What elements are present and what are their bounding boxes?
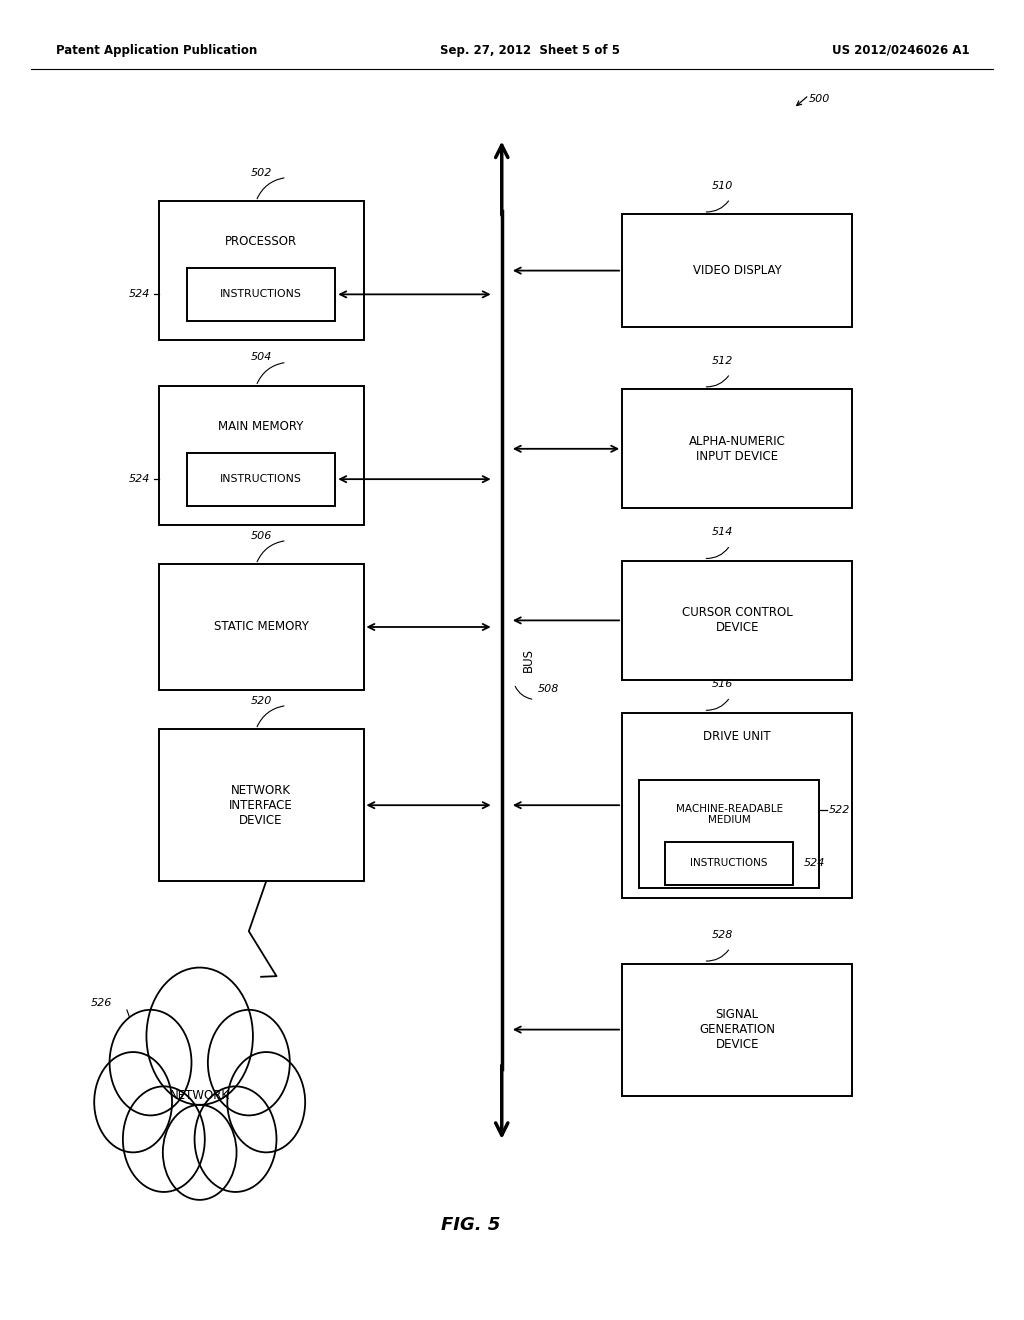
Text: 514: 514 — [712, 527, 733, 537]
Text: 528: 528 — [712, 929, 733, 940]
Bar — [159, 729, 364, 882]
Text: Patent Application Publication: Patent Application Publication — [56, 44, 258, 57]
Bar — [622, 214, 852, 326]
Text: INSTRUCTIONS: INSTRUCTIONS — [220, 289, 302, 300]
Text: INSTRUCTIONS: INSTRUCTIONS — [690, 858, 768, 869]
Text: 516: 516 — [712, 678, 733, 689]
Text: US 2012/0246026 A1: US 2012/0246026 A1 — [833, 44, 970, 57]
Text: 506: 506 — [251, 531, 272, 541]
Circle shape — [208, 1010, 290, 1115]
Bar — [159, 201, 364, 339]
Text: 522: 522 — [829, 805, 850, 816]
Text: SIGNAL
GENERATION
DEVICE: SIGNAL GENERATION DEVICE — [699, 1008, 775, 1051]
Text: FIG. 5: FIG. 5 — [441, 1216, 501, 1234]
Text: 510: 510 — [712, 181, 733, 190]
Text: INSTRUCTIONS: INSTRUCTIONS — [220, 474, 302, 484]
Bar — [159, 385, 364, 524]
Bar — [622, 964, 852, 1096]
Bar — [186, 453, 336, 506]
Text: 526: 526 — [91, 998, 113, 1008]
Text: 524: 524 — [129, 474, 151, 484]
Circle shape — [163, 1105, 237, 1200]
Text: MACHINE-READABLE
MEDIUM: MACHINE-READABLE MEDIUM — [676, 804, 782, 825]
Text: 508: 508 — [538, 684, 559, 694]
Text: DRIVE UNIT: DRIVE UNIT — [703, 730, 771, 743]
Circle shape — [146, 968, 253, 1105]
Text: 502: 502 — [251, 168, 272, 177]
Text: PROCESSOR: PROCESSOR — [225, 235, 297, 248]
Bar — [186, 268, 336, 321]
Circle shape — [110, 1010, 191, 1115]
Circle shape — [94, 1052, 172, 1152]
Text: MAIN MEMORY: MAIN MEMORY — [218, 420, 304, 433]
Bar — [666, 842, 793, 886]
Text: 524: 524 — [803, 858, 824, 869]
Circle shape — [195, 1086, 276, 1192]
Text: 500: 500 — [809, 94, 830, 104]
Text: 504: 504 — [251, 352, 272, 362]
Bar — [622, 713, 852, 898]
Bar — [639, 780, 818, 888]
Bar — [159, 565, 364, 689]
Text: STATIC MEMORY: STATIC MEMORY — [214, 620, 308, 634]
Text: NETWORK
INTERFACE
DEVICE: NETWORK INTERFACE DEVICE — [229, 784, 293, 826]
Text: 524: 524 — [129, 289, 151, 300]
Text: NETWORK: NETWORK — [170, 1089, 229, 1102]
Circle shape — [227, 1052, 305, 1152]
Text: BUS: BUS — [522, 648, 536, 672]
Bar — [622, 561, 852, 680]
Text: CURSOR CONTROL
DEVICE: CURSOR CONTROL DEVICE — [682, 606, 793, 635]
Circle shape — [123, 1086, 205, 1192]
Text: VIDEO DISPLAY: VIDEO DISPLAY — [693, 264, 781, 277]
Text: Sep. 27, 2012  Sheet 5 of 5: Sep. 27, 2012 Sheet 5 of 5 — [440, 44, 621, 57]
Bar — [622, 389, 852, 508]
Text: ALPHA-NUMERIC
INPUT DEVICE: ALPHA-NUMERIC INPUT DEVICE — [689, 434, 785, 463]
Text: 512: 512 — [712, 355, 733, 366]
Text: 520: 520 — [251, 696, 272, 705]
